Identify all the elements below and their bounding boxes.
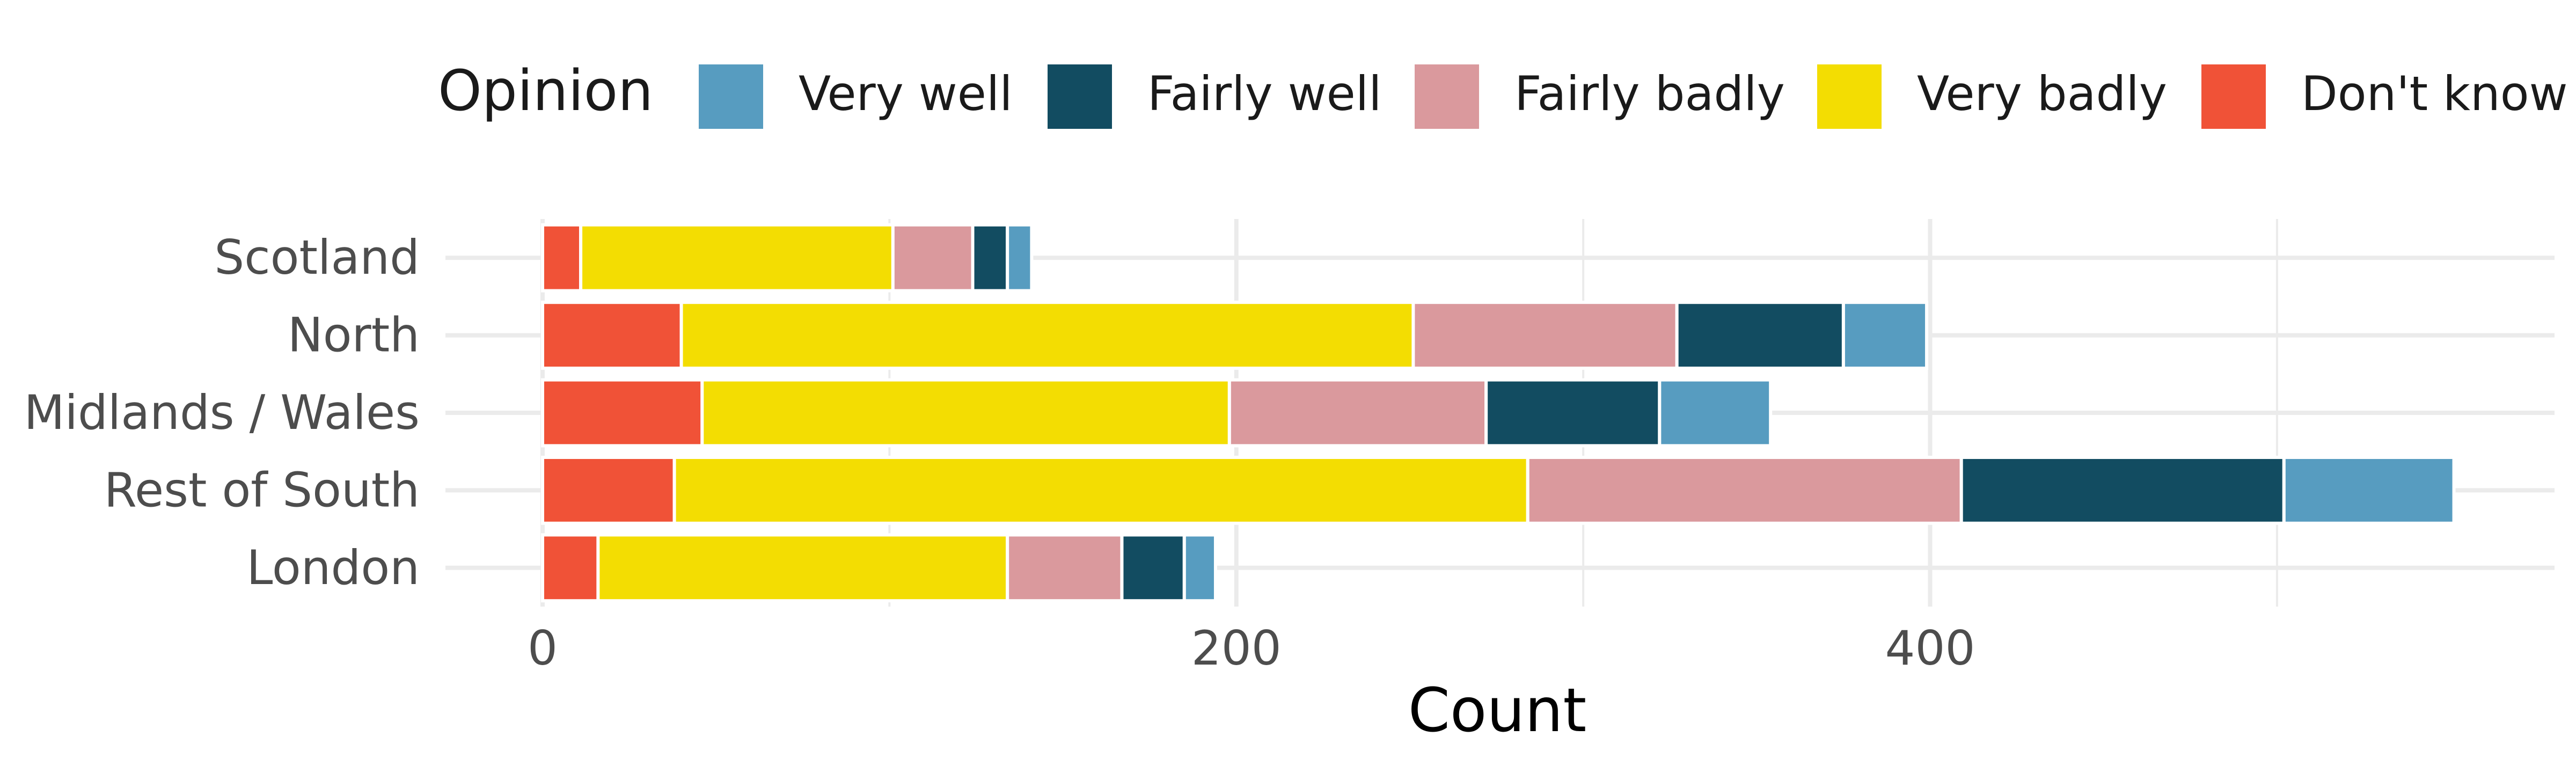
bar-scotland-don-t-know xyxy=(540,223,583,293)
bar-scotland-very-badly xyxy=(579,223,895,293)
y-tick-label-north: North xyxy=(288,308,420,363)
bar-scotland-very-well xyxy=(1006,223,1034,293)
legend: Opinion Very well Fairly well Fairly badly… xyxy=(438,58,2568,129)
legend-label-very-badly: Very badly xyxy=(1917,66,2167,121)
y-axis-labels: Scotland North Midlands / Wales Rest of Sou… xyxy=(24,230,420,595)
bar-london-fairly-badly xyxy=(1006,533,1124,603)
legend-key-very-well xyxy=(699,64,763,129)
y-tick-label-scotland: Scotland xyxy=(214,230,420,285)
bar-london-very-well xyxy=(1182,533,1217,603)
bar-london-fairly-well xyxy=(1120,533,1186,603)
x-tick-label-400: 400 xyxy=(1885,621,1975,676)
bar-rest-of-south-fairly-well xyxy=(1959,456,2286,525)
y-tick-label-london: London xyxy=(246,540,420,595)
legend-label-very-well: Very well xyxy=(799,66,1013,121)
bar-midlands-wales-fairly-badly xyxy=(1227,378,1488,448)
legend-title: Opinion xyxy=(438,58,653,123)
bar-midlands-wales-fairly-well xyxy=(1484,378,1662,448)
bar-rest-of-south-very-badly xyxy=(672,456,1529,525)
x-axis-labels: 0 200 400 xyxy=(528,621,1975,676)
x-tick-label-200: 200 xyxy=(1191,621,1282,676)
legend-label-fairly-badly: Fairly badly xyxy=(1514,66,1785,121)
bar-midlands-wales-very-well xyxy=(1658,378,1773,448)
bar-london-very-badly xyxy=(596,533,1009,603)
legend-key-fairly-badly xyxy=(1415,64,1479,129)
bar-midlands-wales-very-badly xyxy=(700,378,1231,448)
bar-london-don-t-know xyxy=(540,533,600,603)
bar-north-fairly-well xyxy=(1675,301,1845,370)
x-tick-label-0: 0 xyxy=(528,621,558,676)
y-tick-label-midlands-wales: Midlands / Wales xyxy=(24,385,420,440)
x-axis-title: Count xyxy=(1408,676,1587,746)
legend-key-don-t-know xyxy=(2201,64,2266,129)
bar-north-very-well xyxy=(1841,301,1929,370)
bar-rest-of-south-fairly-badly xyxy=(1526,456,1963,525)
bar-scotland-fairly-badly xyxy=(891,223,975,293)
legend-label-fairly-well: Fairly well xyxy=(1147,66,1382,121)
bars xyxy=(540,223,2456,603)
legend-label-don-t-know: Don't know xyxy=(2301,66,2568,121)
y-tick-label-rest-of-south: Rest of South xyxy=(104,462,420,517)
bar-north-very-badly xyxy=(679,301,1415,370)
bar-midlands-wales-don-t-know xyxy=(540,378,704,448)
legend-key-very-badly xyxy=(1817,64,1882,129)
legend-key-fairly-well xyxy=(1048,64,1112,129)
bar-rest-of-south-very-well xyxy=(2282,456,2456,525)
bar-north-don-t-know xyxy=(540,301,683,370)
bar-scotland-fairly-well xyxy=(971,223,1009,293)
bar-north-fairly-badly xyxy=(1411,301,1679,370)
bar-rest-of-south-don-t-know xyxy=(540,456,676,525)
